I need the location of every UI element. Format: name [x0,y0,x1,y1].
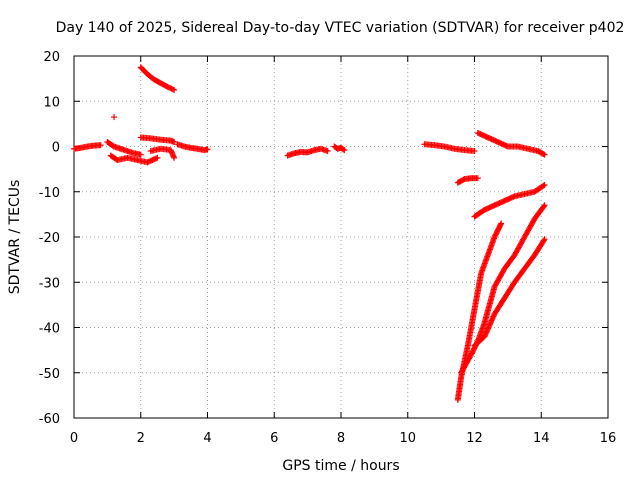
grid [74,56,608,418]
y-tick-label: -50 [39,367,60,382]
data-point [541,151,548,158]
data-point [340,146,347,153]
y-tick-label: -20 [39,231,60,246]
data-point [165,84,172,91]
data-point [498,220,505,227]
data-point [111,114,118,121]
y-tick-label: -10 [39,186,60,201]
data-point [168,85,175,92]
x-tick-label: 16 [600,431,617,446]
x-axis-label: GPS time / hours [282,458,399,474]
y-tick-label: -40 [39,322,60,337]
data-point [171,86,178,93]
data-point [540,237,547,244]
x-tick-label: 4 [203,431,211,446]
chart-title: Day 140 of 2025, Sidereal Day-to-day VTE… [56,20,625,36]
data-point [471,148,478,155]
y-tick-label: 10 [43,95,60,110]
data-point [541,181,548,188]
data-point [137,151,144,158]
x-tick-label: 10 [399,431,416,446]
data-point [169,86,176,93]
x-tick-label: 8 [337,431,345,446]
data-point [164,83,171,90]
x-tick-label: 6 [270,431,278,446]
data-point [474,175,481,182]
data-point [541,202,548,209]
data-point [167,85,174,92]
data-point [204,146,211,153]
data-point [97,142,104,149]
y-tick-label: 0 [52,141,60,156]
data-point [171,154,178,161]
axis-ticks: 0 2 4 6 8 10 12 14 16 20 10 0 -10 -20 -30 -40 -50 -60 [39,50,617,446]
data-point [540,151,547,158]
data-point [324,148,331,155]
y-tick-label: -30 [39,276,60,291]
data-point [497,221,504,228]
data-point [540,203,547,210]
y-axis-label: SDTVAR / TECUs [7,180,23,295]
y-tick-label: 20 [43,50,60,65]
x-tick-label: 0 [70,431,78,446]
data-point [154,154,161,161]
x-tick-label: 12 [466,431,483,446]
y-tick-label: -60 [39,412,60,427]
data-point [541,236,548,243]
x-tick-label: 14 [533,431,550,446]
data-point [540,182,547,189]
x-tick-label: 2 [137,431,145,446]
data-point [341,147,348,154]
data-point [171,138,178,145]
data-points [71,64,548,403]
